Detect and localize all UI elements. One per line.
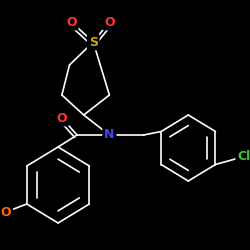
- Text: O: O: [56, 112, 67, 124]
- Text: S: S: [89, 36, 98, 49]
- Text: O: O: [104, 16, 115, 28]
- Text: O: O: [66, 16, 77, 28]
- Text: Cl: Cl: [238, 150, 250, 163]
- Text: O: O: [0, 206, 11, 218]
- Text: N: N: [104, 128, 115, 141]
